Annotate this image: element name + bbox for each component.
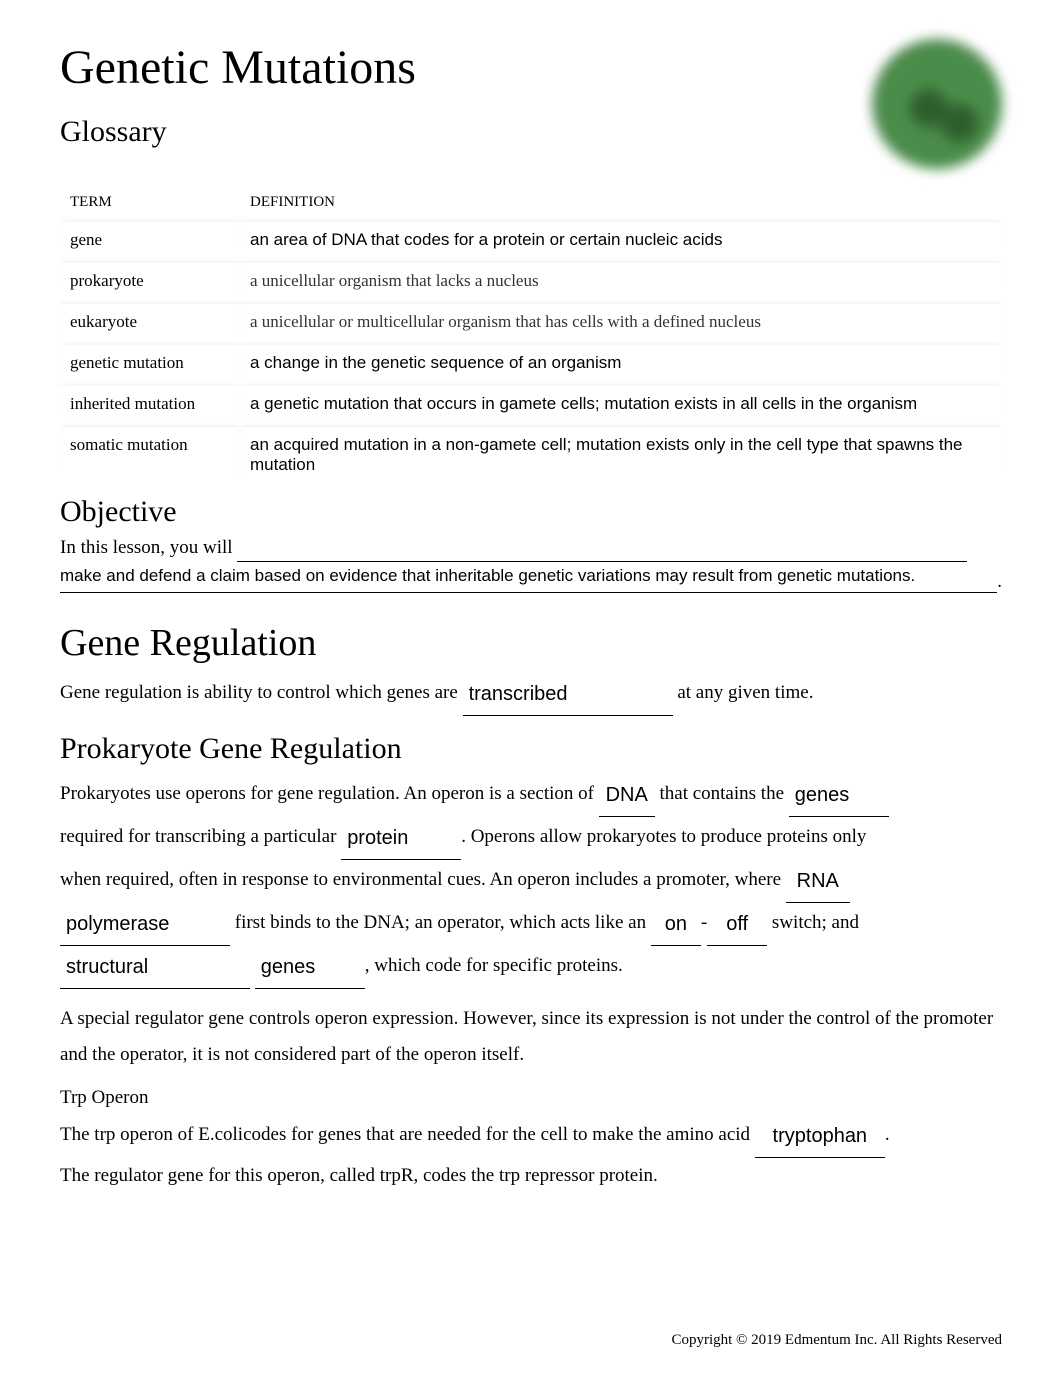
objective-period: .	[997, 571, 1002, 593]
glossary-definition: an acquired mutation in a non-gamete cel…	[240, 426, 1002, 483]
glossary-definition: an area of DNA that codes for a protein …	[240, 221, 1002, 258]
prokaryote-para2: A special regulator gene controls operon…	[60, 1001, 1002, 1073]
text: Prokaryotes use operons for gene regulat…	[60, 783, 599, 804]
text: . Operons allow prokaryotes to produce p…	[461, 826, 866, 847]
objective-fill[interactable]: make and defend a claim based on evidenc…	[60, 566, 997, 593]
blank-transcribed[interactable]: transcribed	[463, 673, 673, 716]
blank-polymerase[interactable]: polymerase	[60, 903, 230, 946]
text: at any given time.	[673, 682, 814, 703]
glossary-term: eukaryote	[60, 303, 240, 340]
blank-rna[interactable]: RNA	[786, 860, 850, 903]
glossary-definition: a genetic mutation that occurs in gamete…	[240, 385, 1002, 422]
text: first binds to the DNA; an operator, whi…	[230, 912, 651, 933]
prokaryote-heading: Prokaryote Gene Regulation	[60, 732, 1002, 766]
table-row: inherited mutationa genetic mutation tha…	[60, 385, 1002, 422]
title-block: Genetic Mutations Glossary	[60, 40, 862, 155]
glossary-definition: a unicellular organism that lacks a nucl…	[240, 262, 1002, 299]
blank-tryptophan[interactable]: tryptophan	[755, 1115, 885, 1158]
trp-heading: Trp Operon	[60, 1087, 1002, 1109]
gene-reg-para: Gene regulation is ability to control wh…	[60, 671, 1002, 714]
blank-protein[interactable]: protein	[341, 817, 461, 860]
text: switch; and	[767, 912, 859, 933]
glossary-term: inherited mutation	[60, 385, 240, 422]
glossary-definition: a unicellular or multicellular organism …	[240, 303, 1002, 340]
col-definition: DEFINITION	[240, 188, 1002, 217]
cell-nucleus-icon	[940, 104, 978, 142]
table-row: genean area of DNA that codes for a prot…	[60, 221, 1002, 258]
footer-copyright: Copyright © 2019 Edmentum Inc. All Right…	[671, 1332, 1002, 1349]
blank-structural[interactable]: structural	[60, 946, 250, 989]
glossary-heading: Glossary	[60, 115, 862, 149]
blank-dna[interactable]: DNA	[599, 774, 655, 817]
blank-on[interactable]: on	[651, 903, 701, 946]
objective-block: In this lesson, you will make and defend…	[60, 535, 1002, 593]
text: .	[885, 1124, 890, 1145]
blank-genes2[interactable]: genes	[255, 946, 365, 989]
glossary-table: TERM DEFINITION genean area of DNA that …	[60, 184, 1002, 487]
table-row: eukaryotea unicellular or multicellular …	[60, 303, 1002, 340]
cell-image	[862, 34, 1012, 184]
glossary-term: gene	[60, 221, 240, 258]
table-row: somatic mutationan acquired mutation in …	[60, 426, 1002, 483]
objective-heading: Objective	[60, 495, 1002, 529]
objective-blank-line1[interactable]	[237, 561, 967, 562]
col-term: TERM	[60, 188, 240, 217]
glossary-definition: a change in the genetic sequence of an o…	[240, 344, 1002, 381]
glossary-term: genetic mutation	[60, 344, 240, 381]
prokaryote-para1: Prokaryotes use operons for gene regulat…	[60, 772, 1002, 987]
header: Genetic Mutations Glossary	[60, 40, 1002, 184]
text: that contains the	[655, 783, 789, 804]
gene-regulation-heading: Gene Regulation	[60, 621, 1002, 665]
page-title: Genetic Mutations	[60, 40, 862, 95]
text: , which code for specific proteins.	[365, 955, 623, 976]
table-row: prokaryotea unicellular organism that la…	[60, 262, 1002, 299]
trp-para: The trp operon of E.colicodes for genes …	[60, 1113, 1002, 1196]
glossary-term: prokaryote	[60, 262, 240, 299]
text: required for transcribing a particular	[60, 826, 341, 847]
text: Gene regulation is ability to control wh…	[60, 682, 463, 703]
text: The regulator gene for this operon, call…	[60, 1165, 658, 1186]
blank-genes[interactable]: genes	[789, 774, 889, 817]
text: The trp operon of E.colicodes for genes …	[60, 1124, 755, 1145]
table-row: genetic mutationa change in the genetic …	[60, 344, 1002, 381]
blank-off[interactable]: off	[707, 903, 767, 946]
glossary-term: somatic mutation	[60, 426, 240, 483]
objective-lead: In this lesson, you will	[60, 537, 237, 558]
text: when required, often in response to envi…	[60, 869, 786, 890]
